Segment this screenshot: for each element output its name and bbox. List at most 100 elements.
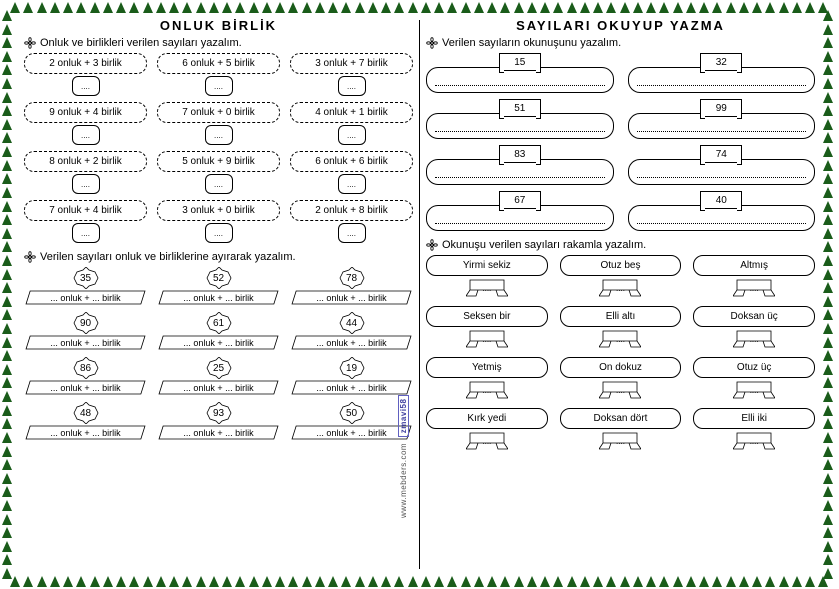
number-word: Yirmi sekiz bbox=[426, 255, 548, 276]
onluk-birlik-label: 9 onluk + 4 birlik bbox=[24, 102, 147, 123]
right-column: SAYILARI OKUYUP YAZMA Verilen sayıların … bbox=[420, 18, 821, 571]
onluk-birlik-label: 7 onluk + 4 birlik bbox=[24, 200, 147, 221]
section-d-grid: Yirmi sekiz....Otuz beş....Altmış....Sek… bbox=[426, 255, 815, 451]
fill-line: ... onluk + ... birlik bbox=[290, 423, 413, 443]
watermark: www.mebders.com zmavi58 bbox=[398, 395, 409, 518]
dotted-line bbox=[435, 74, 605, 86]
fill-line: ... onluk + ... birlik bbox=[24, 333, 147, 353]
dotted-line bbox=[637, 74, 807, 86]
section-c-item: 74 bbox=[628, 145, 816, 185]
onluk-birlik-label: 6 onluk + 6 birlik bbox=[290, 151, 413, 172]
section-b-item: 44... onluk + ... birlik bbox=[290, 312, 413, 353]
fill-line: ... onluk + ... birlik bbox=[157, 288, 280, 308]
border-right bbox=[823, 10, 837, 579]
answer-box: .... bbox=[72, 125, 100, 145]
answer-ribbon: .... bbox=[733, 329, 775, 349]
number-word: Doksan dört bbox=[560, 408, 682, 429]
answer-ribbon: .... bbox=[466, 431, 508, 451]
onluk-birlik-label: 8 onluk + 2 birlik bbox=[24, 151, 147, 172]
section-c-item: 15 bbox=[426, 53, 614, 93]
watermark-tag: zmavi58 bbox=[398, 395, 409, 438]
onluk-birlik-label: 4 onluk + 1 birlik bbox=[290, 102, 413, 123]
section-d-item: Elli altı.... bbox=[560, 306, 682, 349]
answer-ribbon: .... bbox=[466, 380, 508, 400]
instruction-c-text: Verilen sayıların okunuşunu yazalım. bbox=[442, 37, 621, 49]
section-b-item: 61... onluk + ... birlik bbox=[157, 312, 280, 353]
section-c-grid: 15 32 51 99 83 74 67 40 bbox=[426, 53, 815, 231]
section-d-item: Seksen bir.... bbox=[426, 306, 548, 349]
section-d-item: Elli iki.... bbox=[693, 408, 815, 451]
section-a-item: 3 onluk + 7 birlik.... bbox=[290, 53, 413, 96]
border-bottom bbox=[10, 576, 829, 587]
instruction-a: Onluk ve birlikleri verilen sayıları yaz… bbox=[24, 37, 413, 49]
section-a-item: 6 onluk + 6 birlik.... bbox=[290, 151, 413, 194]
number-badge: 15 bbox=[503, 53, 537, 71]
answer-box: .... bbox=[205, 223, 233, 243]
flower-icon bbox=[24, 37, 36, 49]
fill-line: ... onluk + ... birlik bbox=[157, 423, 280, 443]
number-badge: 61 bbox=[204, 312, 234, 334]
section-c-item: 51 bbox=[426, 99, 614, 139]
section-a-item: 7 onluk + 0 birlik.... bbox=[157, 102, 280, 145]
onluk-birlik-label: 7 onluk + 0 birlik bbox=[157, 102, 280, 123]
number-badge: 83 bbox=[503, 145, 537, 163]
answer-ribbon: .... bbox=[599, 380, 641, 400]
section-b-item: 90... onluk + ... birlik bbox=[24, 312, 147, 353]
section-a-item: 2 onluk + 8 birlik.... bbox=[290, 200, 413, 243]
fill-line: ... onluk + ... birlik bbox=[157, 378, 280, 398]
dotted-line bbox=[637, 212, 807, 224]
section-b-item: 52... onluk + ... birlik bbox=[157, 267, 280, 308]
section-c-item: 32 bbox=[628, 53, 816, 93]
section-c-item: 83 bbox=[426, 145, 614, 185]
onluk-birlik-label: 5 onluk + 9 birlik bbox=[157, 151, 280, 172]
fill-line: ... onluk + ... birlik bbox=[24, 423, 147, 443]
number-badge: 67 bbox=[503, 191, 537, 209]
right-title: SAYILARI OKUYUP YAZMA bbox=[426, 18, 815, 33]
section-b-item: 50... onluk + ... birlik bbox=[290, 402, 413, 443]
instruction-a-text: Onluk ve birlikleri verilen sayıları yaz… bbox=[40, 37, 242, 49]
answer-ribbon: .... bbox=[599, 329, 641, 349]
flower-icon bbox=[426, 239, 438, 251]
section-c-item: 40 bbox=[628, 191, 816, 231]
section-d-item: Doksan üç.... bbox=[693, 306, 815, 349]
left-column: ONLUK BİRLİK Onluk ve birlikleri verilen… bbox=[18, 18, 419, 571]
section-b-item: 25... onluk + ... birlik bbox=[157, 357, 280, 398]
number-badge: 93 bbox=[204, 402, 234, 424]
dotted-line bbox=[637, 120, 807, 132]
number-badge: 52 bbox=[204, 267, 234, 289]
section-a-item: 5 onluk + 9 birlik.... bbox=[157, 151, 280, 194]
number-badge: 78 bbox=[337, 267, 367, 289]
number-badge: 44 bbox=[337, 312, 367, 334]
answer-ribbon: .... bbox=[599, 278, 641, 298]
fill-line: ... onluk + ... birlik bbox=[290, 378, 413, 398]
section-c-item: 99 bbox=[628, 99, 816, 139]
number-badge: 74 bbox=[704, 145, 738, 163]
answer-box: .... bbox=[338, 125, 366, 145]
left-title: ONLUK BİRLİK bbox=[24, 18, 413, 33]
section-d-item: Doksan dört.... bbox=[560, 408, 682, 451]
section-d-item: Otuz beş.... bbox=[560, 255, 682, 298]
fill-line: ... onluk + ... birlik bbox=[24, 378, 147, 398]
section-d-item: Yirmi sekiz.... bbox=[426, 255, 548, 298]
answer-ribbon: .... bbox=[733, 380, 775, 400]
fill-line: ... onluk + ... birlik bbox=[290, 288, 413, 308]
answer-ribbon: .... bbox=[466, 278, 508, 298]
section-b-grid: 35... onluk + ... birlik52... onluk + ..… bbox=[24, 267, 413, 443]
number-badge: 25 bbox=[204, 357, 234, 379]
number-word: On dokuz bbox=[560, 357, 682, 378]
fill-line: ... onluk + ... birlik bbox=[24, 288, 147, 308]
answer-box: .... bbox=[338, 76, 366, 96]
answer-box: .... bbox=[205, 125, 233, 145]
answer-ribbon: .... bbox=[599, 431, 641, 451]
answer-ribbon: .... bbox=[466, 329, 508, 349]
number-word: Elli iki bbox=[693, 408, 815, 429]
number-badge: 19 bbox=[337, 357, 367, 379]
dotted-line bbox=[637, 166, 807, 178]
number-word: Otuz beş bbox=[560, 255, 682, 276]
answer-box: .... bbox=[72, 76, 100, 96]
section-c-item: 67 bbox=[426, 191, 614, 231]
section-a-item: 7 onluk + 4 birlik.... bbox=[24, 200, 147, 243]
number-badge: 86 bbox=[71, 357, 101, 379]
border-top bbox=[10, 2, 829, 13]
instruction-b-text: Verilen sayıları onluk ve birliklerine a… bbox=[40, 251, 296, 263]
